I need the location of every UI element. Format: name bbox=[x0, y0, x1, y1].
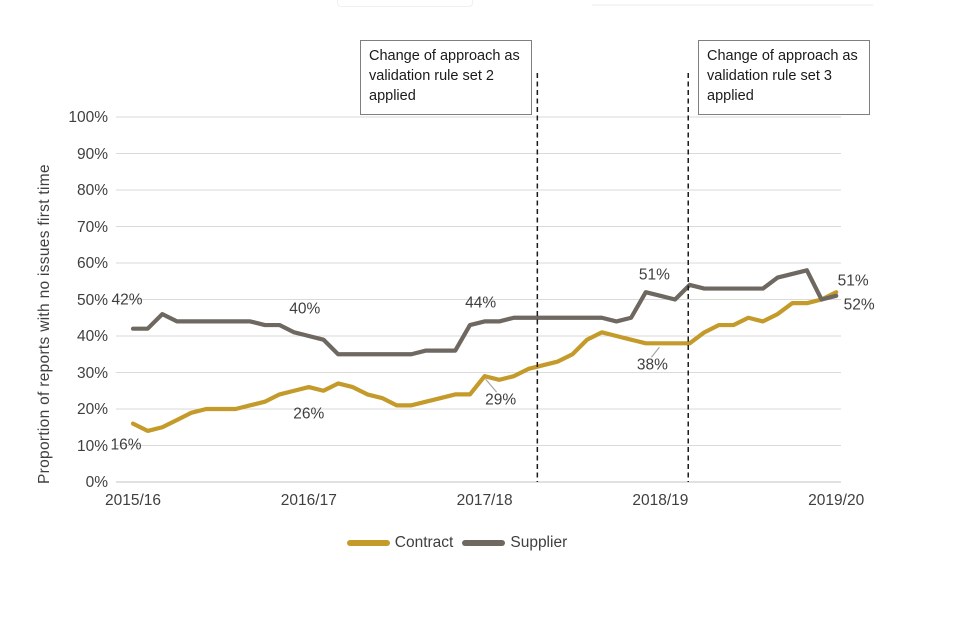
y-tick-label: 40% bbox=[76, 328, 108, 345]
contract-line-swatch-icon bbox=[346, 540, 390, 546]
data-label: 26% bbox=[293, 405, 325, 423]
y-tick-label: 50% bbox=[76, 291, 108, 309]
data-label: 42% bbox=[111, 290, 143, 308]
x-tick-label: 2015/16 bbox=[104, 492, 162, 509]
y-tick-label: 70% bbox=[76, 218, 108, 236]
data-label: 51% bbox=[638, 266, 670, 284]
legend-label-contract: Contract bbox=[394, 534, 454, 551]
data-label: 16% bbox=[110, 435, 142, 453]
supplier-line-swatch-icon bbox=[462, 540, 506, 546]
y-axis-title: Proportion of reports with no issues fir… bbox=[36, 164, 53, 484]
legend-label-supplier: Supplier bbox=[510, 534, 568, 551]
y-tick-label: 80% bbox=[76, 182, 108, 199]
data-label: 44% bbox=[465, 294, 497, 312]
data-label: 38% bbox=[636, 356, 668, 374]
y-tick-label: 60% bbox=[76, 255, 108, 272]
legend-item-supplier: Supplier bbox=[462, 534, 567, 552]
y-tick-label: 20% bbox=[76, 401, 108, 418]
x-tick-label: 2018/19 bbox=[632, 492, 689, 509]
cropped-artifact-left bbox=[337, 0, 473, 7]
x-tick-label: 2019/20 bbox=[808, 492, 865, 509]
annotation-box-rule-set-3: Change of approach as validation rule se… bbox=[698, 40, 870, 115]
data-label: 52% bbox=[843, 296, 875, 314]
legend-item-contract: Contract bbox=[346, 534, 454, 552]
legend: Contract Supplier bbox=[0, 532, 914, 554]
x-tick-label: 2016/17 bbox=[280, 492, 337, 509]
annotation-box-rule-set-2: Change of approach as validation rule se… bbox=[360, 40, 532, 115]
x-tick-label: 2017/18 bbox=[456, 492, 513, 509]
y-tick-label: 0% bbox=[85, 474, 108, 491]
y-tick-label: 100% bbox=[68, 109, 108, 126]
data-label: 51% bbox=[837, 272, 869, 290]
y-tick-label: 90% bbox=[76, 145, 108, 163]
cropped-artifact-right bbox=[592, 4, 873, 6]
y-tick-label: 30% bbox=[76, 364, 108, 382]
y-tick-label: 10% bbox=[76, 437, 108, 455]
data-label: 40% bbox=[289, 300, 321, 318]
data-label: 29% bbox=[485, 391, 517, 409]
